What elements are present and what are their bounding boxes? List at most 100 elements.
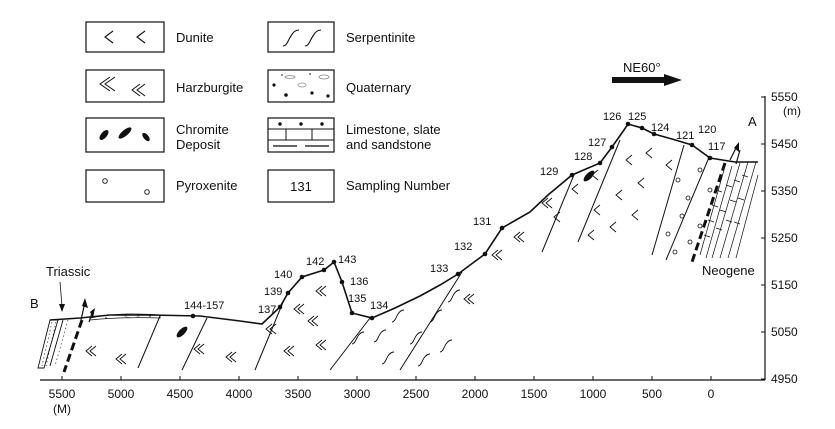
sample-point xyxy=(569,172,575,178)
triassic-label: Triassic xyxy=(46,264,91,279)
sample-label: 128 xyxy=(574,151,592,163)
dunite-label: Dunite xyxy=(176,30,214,45)
x-tick-label: 5500 xyxy=(49,387,76,401)
sample-point xyxy=(707,155,713,161)
y-axis: 5550 (m) 5450 5350 5250 5150 5050 4950 xyxy=(761,90,801,386)
sample-point xyxy=(639,125,645,131)
sample-point xyxy=(339,279,345,285)
legend: Dunite Harzburgite Chromite Deposit Pyro… xyxy=(85,21,451,203)
sample-label: 126 xyxy=(603,111,621,123)
dunite-swatch xyxy=(85,21,165,53)
serpentinite-label: Serpentinite xyxy=(346,30,415,45)
subsurface-units xyxy=(85,139,713,371)
limestone-pattern-icon xyxy=(268,122,334,147)
sample-label: 137 xyxy=(258,304,276,316)
quaternary-pattern-icon xyxy=(272,73,330,98)
endpoint-b-label: B xyxy=(30,296,39,311)
x-tick-label: 2000 xyxy=(462,387,489,401)
chromite-pod-icon xyxy=(99,130,109,140)
y-tick-label: 5450 xyxy=(771,137,798,151)
contact-lines xyxy=(137,139,711,371)
sample-label: 140 xyxy=(274,269,292,281)
sample-label: 139 xyxy=(264,286,282,298)
pyroxenite-pattern-icon xyxy=(102,178,108,184)
limestone-label-line2: and sandstone xyxy=(346,137,431,152)
sample-point xyxy=(597,160,603,166)
legend-sampling: 131 Sampling Number xyxy=(267,169,451,203)
sample-point xyxy=(609,144,615,150)
direction-indicator: NE60° xyxy=(612,60,682,86)
harzburgite-label: Harzburgite xyxy=(176,80,243,95)
dunite-pattern-icon xyxy=(104,30,146,44)
quaternary-label: Quaternary xyxy=(346,80,412,95)
sampling-swatch xyxy=(267,169,335,203)
sampling-symbol: 131 xyxy=(290,179,312,194)
y-tick-label: 5350 xyxy=(771,184,798,198)
pyroxenite-swatch xyxy=(85,169,165,203)
x-tick-label: 2500 xyxy=(403,387,430,401)
x-tick-label: 1000 xyxy=(580,387,607,401)
pyroxenite-pattern-icon xyxy=(144,189,150,195)
triassic-pointer-arrow-icon xyxy=(59,304,65,312)
thrust-fault-west xyxy=(62,319,84,373)
pyroxenite-label: Pyroxenite xyxy=(176,178,237,193)
sample-label: 131 xyxy=(473,216,491,228)
sample-point xyxy=(689,142,695,148)
sample-label: 134 xyxy=(370,300,388,312)
legend-limestone: Limestone, slate and sandstone xyxy=(267,117,441,153)
legend-serpentinite: Serpentinite xyxy=(267,21,415,53)
sample-point xyxy=(499,225,505,231)
sample-label: 117 xyxy=(708,141,726,153)
neogene-strata xyxy=(690,142,759,263)
legend-harzburgite: Harzburgite xyxy=(85,69,243,103)
pyroxenite-pattern-area xyxy=(665,167,713,255)
quaternary-swatch xyxy=(267,69,335,103)
topographic-profile xyxy=(49,123,758,325)
serpentinite-pattern-icon xyxy=(282,29,322,47)
chromite-deposit-icon xyxy=(176,326,188,338)
serpentinite-pattern-area xyxy=(351,289,461,367)
x-tick-label: 4500 xyxy=(167,387,194,401)
chromite-label: Chromite xyxy=(176,122,229,137)
direction-arrow-icon xyxy=(612,74,682,86)
y-tick-label: 4950 xyxy=(771,372,798,386)
chromite-label-line2: Deposit xyxy=(176,137,220,152)
x-tick-label: 4000 xyxy=(226,387,253,401)
legend-pyroxenite: Pyroxenite xyxy=(85,169,237,203)
sample-label: 129 xyxy=(540,166,558,178)
x-tick-label: 0 xyxy=(708,387,715,401)
x-tick-label: 5000 xyxy=(108,387,135,401)
fault-arrow-icon xyxy=(90,308,95,318)
sample-label: 121 xyxy=(676,130,694,142)
fault-arrow-icon xyxy=(82,298,88,308)
serpentinite-swatch xyxy=(267,21,335,53)
sample-label: 143 xyxy=(338,254,356,266)
sample-point xyxy=(321,267,327,273)
sample-label: 142 xyxy=(306,256,324,268)
sample-point xyxy=(285,290,291,296)
thrust-fault-east xyxy=(690,162,727,263)
x-tick-label: 3000 xyxy=(344,387,371,401)
chromite-swatch xyxy=(85,117,165,153)
harzburgite-pattern-icon xyxy=(99,76,146,97)
limestone-label: Limestone, slate xyxy=(346,122,441,137)
sample-label: 127 xyxy=(588,137,606,149)
triassic-pointer xyxy=(59,281,63,307)
y-tick-label: 5250 xyxy=(771,231,798,245)
legend-chromite: Chromite Deposit xyxy=(85,117,229,153)
sample-point xyxy=(651,131,657,137)
harzburgite-pattern-area xyxy=(85,197,553,365)
x-tick-label: 500 xyxy=(642,387,662,401)
sample-point xyxy=(455,271,461,277)
legend-dunite: Dunite xyxy=(85,21,214,53)
sample-point xyxy=(482,251,488,257)
sample-point xyxy=(349,310,355,316)
limestone-swatch xyxy=(267,117,335,153)
sample-label: 120 xyxy=(698,124,716,136)
harzburgite-swatch xyxy=(85,69,165,103)
x-tick-label: 3500 xyxy=(285,387,312,401)
x-axis-unit: (M) xyxy=(53,402,71,416)
triassic-strata xyxy=(37,298,95,373)
y-tick-label: 5150 xyxy=(771,278,798,292)
